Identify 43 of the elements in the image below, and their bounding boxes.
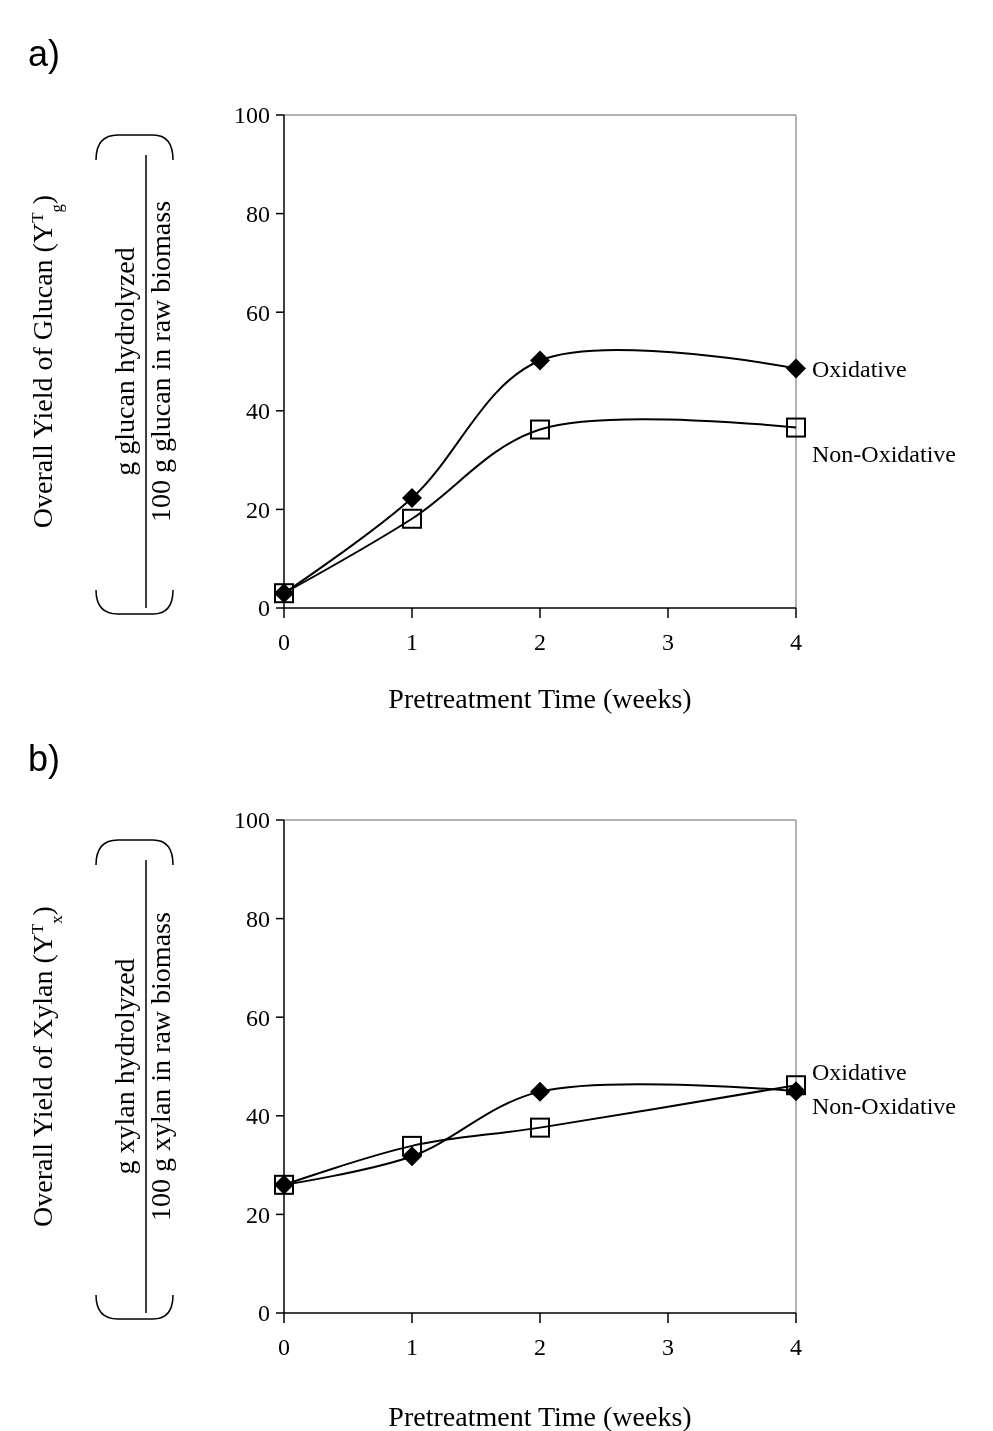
y-tick-label: 60 xyxy=(246,1004,270,1031)
point xyxy=(786,358,806,379)
y-tick-label: 100 xyxy=(234,102,270,129)
x-tick-label: 4 xyxy=(790,1334,802,1360)
text: 100 g xylan in raw biomass xyxy=(145,912,176,1221)
x-tick-label: 0 xyxy=(278,629,290,655)
series-label: Oxidative xyxy=(812,1058,907,1085)
point xyxy=(530,1081,550,1102)
point xyxy=(786,417,806,438)
text: g glucan hydrolyzed xyxy=(109,247,140,476)
point xyxy=(402,1135,422,1156)
point xyxy=(530,419,550,440)
point xyxy=(530,1117,550,1138)
x-tick-label: 2 xyxy=(534,629,546,655)
point xyxy=(786,1075,806,1096)
series-label: Non-Oxidative xyxy=(812,1092,956,1119)
y-tick-label: 100 xyxy=(234,807,270,834)
point xyxy=(402,488,422,509)
chart-title: a) xyxy=(28,33,61,74)
x-tick-label: 1 xyxy=(406,1334,418,1360)
y-tick-label: 0 xyxy=(258,595,270,622)
y-tick-label: 60 xyxy=(246,299,270,326)
point xyxy=(402,508,422,529)
chart-title: b) xyxy=(28,738,61,779)
y-tick-label: 0 xyxy=(258,1300,270,1327)
point xyxy=(530,350,550,371)
series-label: Oxidative xyxy=(812,355,907,382)
x-tick-label: 3 xyxy=(662,629,674,655)
y-tick-label: 40 xyxy=(246,398,270,425)
x-tick-label: 1 xyxy=(406,629,418,655)
y-tick-label: 20 xyxy=(246,1201,270,1228)
y-tick-label: 40 xyxy=(246,1103,270,1130)
x-tick-label: 3 xyxy=(662,1334,674,1360)
x-tick-label: 2 xyxy=(534,1334,546,1360)
x-tick-label: 4 xyxy=(790,629,802,655)
y-tick-label: 20 xyxy=(246,496,270,523)
series-label: Non-Oxidative xyxy=(812,440,956,467)
text: 100 g glucan in raw biomass xyxy=(145,200,176,523)
y-tick-label: 80 xyxy=(246,906,270,932)
text: g xylan hydrolyzed xyxy=(109,958,140,1175)
y-tick-label: 80 xyxy=(246,201,270,227)
x-tick-label: 0 xyxy=(278,1334,290,1360)
x-axis-title: Pretreatment Time (weeks) xyxy=(388,683,692,714)
